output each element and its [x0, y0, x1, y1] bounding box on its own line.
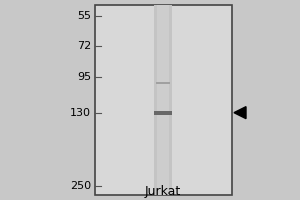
Text: 72: 72 [77, 41, 91, 51]
Bar [157, 5, 169, 195]
Bar [154, 5, 172, 195]
Polygon shape [234, 107, 246, 119]
Text: 250: 250 [70, 181, 91, 191]
Text: 130: 130 [70, 108, 91, 118]
Bar [154, 111, 172, 115]
Bar [95, 5, 232, 195]
Bar [156, 82, 170, 84]
Text: 95: 95 [77, 72, 91, 82]
Text: 55: 55 [77, 11, 91, 21]
Text: Jurkat: Jurkat [145, 185, 181, 198]
